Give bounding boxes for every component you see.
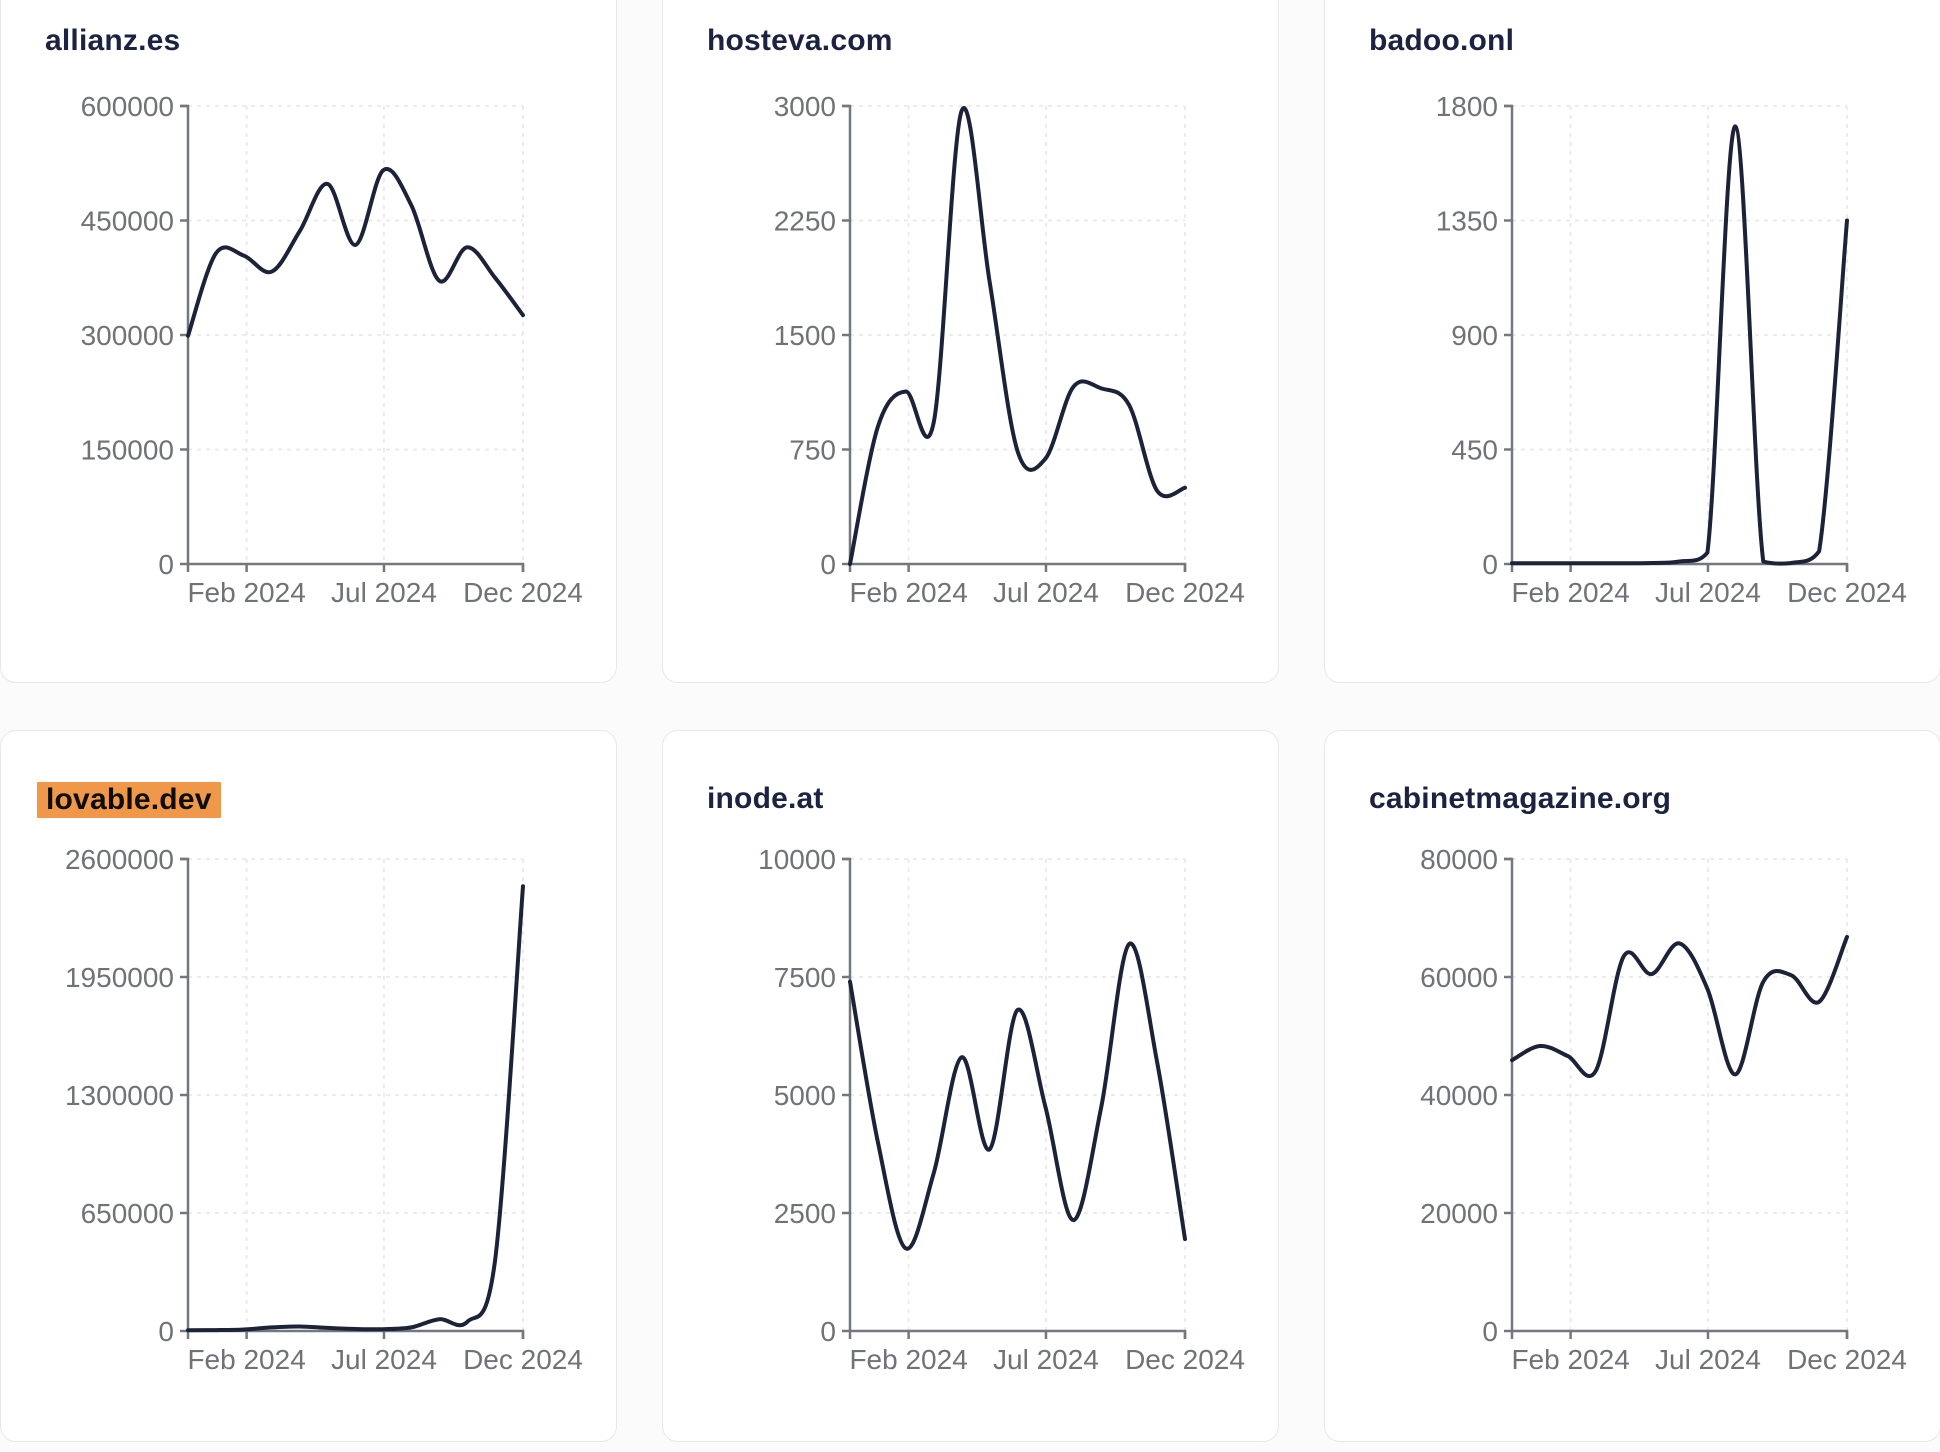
domain-title: allianz.es xyxy=(45,24,181,57)
y-axis-tick-label: 5000 xyxy=(774,1080,836,1111)
y-axis-tick-label: 1350 xyxy=(1436,206,1498,237)
y-axis-tick-label: 600000 xyxy=(81,91,174,122)
x-axis-tick-label: Jul 2024 xyxy=(331,577,437,608)
y-axis-tick-label: 0 xyxy=(820,549,836,580)
y-axis-tick-label: 2500 xyxy=(774,1198,836,1229)
x-axis-tick-label: Feb 2024 xyxy=(849,1344,967,1375)
domain-title: hosteva.com xyxy=(707,24,893,57)
y-axis-tick-label: 20000 xyxy=(1420,1198,1498,1229)
traffic-chart: 0 20000 40000 60000 80000 Feb 2024 Jul 2024 Dec… xyxy=(1420,844,1907,1375)
traffic-chart: 0 2500 5000 7500 10000 Feb 2024 Jul 2024 Dec 20… xyxy=(758,844,1245,1375)
y-axis-tick-label: 300000 xyxy=(81,320,174,351)
y-axis-tick-label: 2600000 xyxy=(65,844,174,875)
x-axis-tick-label: Feb 2024 xyxy=(849,577,967,608)
x-axis-tick-label: Dec 2024 xyxy=(463,577,583,608)
y-axis-tick-label: 650000 xyxy=(81,1198,174,1229)
y-axis-tick-label: 10000 xyxy=(758,844,836,875)
domain-title: cabinetmagazine.org xyxy=(1369,782,1672,815)
y-axis-tick-label: 3000 xyxy=(774,91,836,122)
traffic-chart: 0 750 1500 2250 3000 Feb 2024 Jul 2024 Dec 2024 xyxy=(774,91,1245,608)
y-axis-tick-label: 1500 xyxy=(774,320,836,351)
y-axis-tick-label: 0 xyxy=(820,1316,836,1347)
traffic-chart: 0 650000 1300000 1950000 2600000 Feb 2024 Jul … xyxy=(65,844,583,1375)
traffic-line xyxy=(1510,124,1849,566)
y-axis-tick-label: 7500 xyxy=(774,962,836,993)
y-axis-tick-label: 1950000 xyxy=(65,962,174,993)
y-axis-tick-label: 750 xyxy=(789,435,836,466)
domain-title: lovable.dev xyxy=(37,782,221,818)
y-axis-tick-label: 0 xyxy=(158,549,174,580)
domain-title: inode.at xyxy=(707,782,824,815)
x-axis-tick-label: Feb 2024 xyxy=(1511,1344,1629,1375)
traffic-line xyxy=(1510,934,1849,1079)
x-axis-tick-label: Jul 2024 xyxy=(331,1344,437,1375)
y-axis-tick-label: 80000 xyxy=(1420,844,1498,875)
y-axis-tick-label: 0 xyxy=(158,1316,174,1347)
traffic-chart: 0 450 900 1350 1800 Feb 2024 Jul 2024 Dec 2024 xyxy=(1436,91,1907,608)
x-axis-tick-label: Dec 2024 xyxy=(1787,577,1907,608)
y-axis-tick-label: 1300000 xyxy=(65,1080,174,1111)
x-axis-tick-label: Dec 2024 xyxy=(1125,1344,1245,1375)
x-axis-tick-label: Jul 2024 xyxy=(993,1344,1099,1375)
traffic-line xyxy=(848,105,1187,566)
x-axis-tick-label: Dec 2024 xyxy=(1787,1344,1907,1375)
y-axis-tick-label: 0 xyxy=(1482,549,1498,580)
domain-card[interactable]: cabinetmagazine.org 0 20000 40000 60000 8000… xyxy=(1324,730,1940,1442)
y-axis-tick-label: 0 xyxy=(1482,1316,1498,1347)
traffic-chart: 0 150000 300000 450000 600000 Feb 2024 Jul 202… xyxy=(81,91,583,608)
x-axis-tick-label: Feb 2024 xyxy=(1511,577,1629,608)
domain-card[interactable]: lovable.dev 0 650000 1300000 1950000 2600000… xyxy=(0,730,617,1442)
y-axis-tick-label: 1800 xyxy=(1436,91,1498,122)
domain-card[interactable]: allianz.es 0 150000 300000 450000 600000 Feb … xyxy=(0,0,617,683)
x-axis-tick-label: Jul 2024 xyxy=(1655,1344,1761,1375)
y-axis-tick-label: 2250 xyxy=(774,206,836,237)
traffic-line xyxy=(186,884,525,1333)
domain-card[interactable]: inode.at 0 2500 5000 7500 10000 Feb 2024 Jul 2… xyxy=(662,730,1279,1442)
y-axis-tick-label: 150000 xyxy=(81,435,174,466)
x-axis-tick-label: Feb 2024 xyxy=(187,577,305,608)
x-axis-tick-label: Jul 2024 xyxy=(993,577,1099,608)
y-axis-tick-label: 60000 xyxy=(1420,962,1498,993)
domain-card[interactable]: badoo.onl 0 450 900 1350 1800 Feb 2024 Jul 202… xyxy=(1324,0,1940,683)
y-axis-tick-label: 40000 xyxy=(1420,1080,1498,1111)
y-axis-tick-label: 900 xyxy=(1451,320,1498,351)
x-axis-tick-label: Jul 2024 xyxy=(1655,577,1761,608)
y-axis-tick-label: 450 xyxy=(1451,435,1498,466)
domain-title: badoo.onl xyxy=(1369,24,1515,57)
x-axis-tick-label: Feb 2024 xyxy=(187,1344,305,1375)
domain-card[interactable]: hosteva.com 0 750 1500 2250 3000 Feb 2024 Jul … xyxy=(662,0,1279,683)
traffic-line xyxy=(186,166,525,338)
y-axis-tick-label: 450000 xyxy=(81,206,174,237)
x-axis-tick-label: Dec 2024 xyxy=(1125,577,1245,608)
traffic-line xyxy=(848,941,1187,1251)
x-axis-tick-label: Dec 2024 xyxy=(463,1344,583,1375)
